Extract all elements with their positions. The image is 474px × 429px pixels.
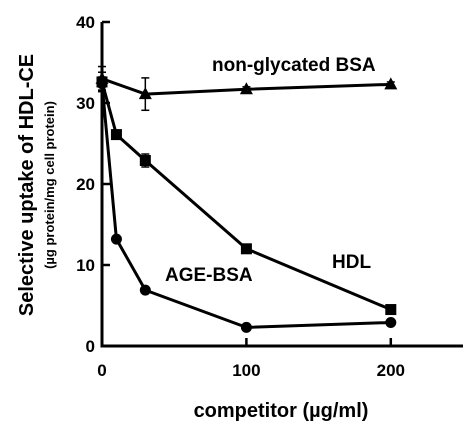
series-label-hdl: HDL — [332, 252, 371, 273]
y-tick-label: 0 — [86, 337, 95, 356]
labels: non-glycated BSA HDL AGE-BSA competitor … — [16, 54, 376, 422]
series-label-non-glycated-bsa: non-glycated BSA — [212, 55, 376, 76]
circle-marker-age-bsa — [140, 285, 151, 296]
y-tick-label: 30 — [76, 94, 95, 113]
square-marker-hdl — [241, 243, 252, 254]
square-marker-hdl — [385, 304, 396, 315]
series-label-age-bsa: AGE-BSA — [165, 265, 253, 286]
x-axis-label: competitor (µg/ml) — [194, 400, 369, 422]
x-tick-label: 100 — [232, 361, 260, 380]
y-tick-label: 20 — [76, 175, 95, 194]
square-marker-hdl — [111, 129, 122, 140]
x-tick-label: 0 — [97, 361, 106, 380]
circle-marker-age-bsa — [385, 317, 396, 328]
y-axis-sublabel: (µg protein/mg cell protein) — [42, 101, 57, 269]
circle-marker-age-bsa — [241, 322, 252, 333]
circle-marker-age-bsa — [111, 234, 122, 245]
y-tick-label: 10 — [76, 256, 95, 275]
y-axis-label: Selective uptake of HDL-CE — [16, 54, 38, 316]
y-tick-label: 40 — [76, 13, 95, 32]
x-tick-label: 200 — [377, 361, 405, 380]
square-marker-hdl — [140, 155, 151, 166]
circle-marker-age-bsa — [97, 78, 108, 89]
